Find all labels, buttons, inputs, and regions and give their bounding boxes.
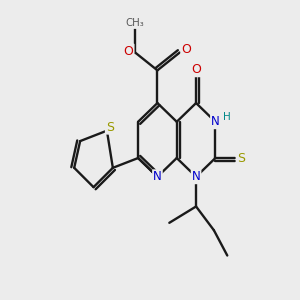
Text: N: N	[153, 170, 162, 183]
Text: O: O	[124, 44, 134, 58]
Text: S: S	[237, 152, 245, 164]
Text: O: O	[191, 63, 201, 76]
Text: O: O	[181, 43, 191, 56]
Text: CH₃: CH₃	[126, 18, 145, 28]
Text: N: N	[192, 170, 200, 183]
Text: H: H	[224, 112, 231, 122]
Text: N: N	[211, 115, 220, 128]
Text: S: S	[106, 121, 114, 134]
